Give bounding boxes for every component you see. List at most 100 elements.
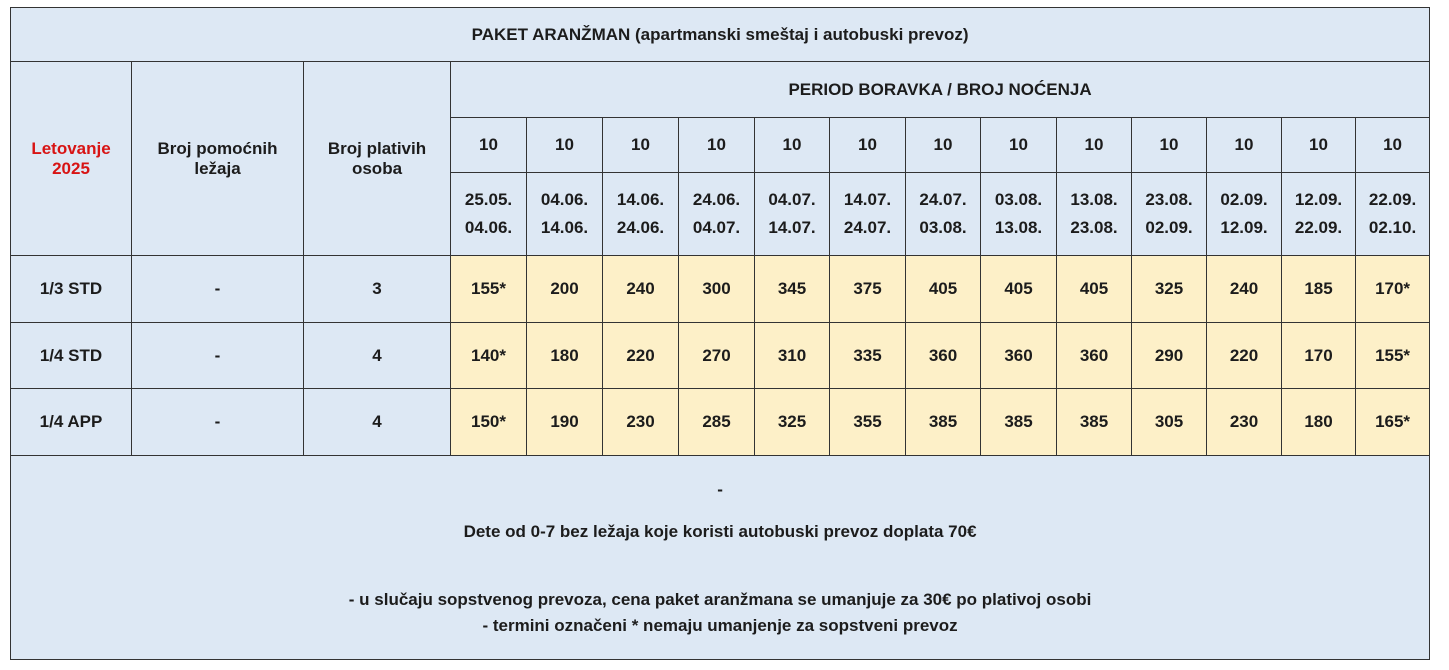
date-from: 12.09. bbox=[1294, 190, 1343, 209]
price-cell: 405 bbox=[905, 255, 981, 323]
price-cell: 385 bbox=[905, 388, 981, 456]
date-range-cell: 23.08. 02.09. bbox=[1131, 172, 1207, 256]
extra-beds-header-line1: Broj pomoćnih bbox=[157, 138, 278, 158]
own-transport-note: - u slučaju sopstvenog prevoza, cena pak… bbox=[348, 589, 1092, 609]
date-from: 14.06. bbox=[616, 190, 665, 209]
date-from: 03.08. bbox=[994, 190, 1043, 209]
date-range-cell: 13.08. 23.08. bbox=[1056, 172, 1132, 256]
price-cell: 405 bbox=[1056, 255, 1132, 323]
price-cell: 165* bbox=[1354, 388, 1431, 456]
price-cell: 185 bbox=[1281, 255, 1356, 323]
table-row: 1/4 APP - 4 150* 190 230 285 325 355 385… bbox=[10, 388, 1431, 456]
nights-cell: 10 bbox=[1281, 117, 1356, 173]
price-cell: 270 bbox=[678, 322, 755, 389]
nights-cell: 10 bbox=[1206, 117, 1282, 173]
price-cell: 335 bbox=[829, 322, 906, 389]
date-to: 24.07. bbox=[843, 218, 892, 237]
price-cell: 345 bbox=[754, 255, 830, 323]
price-cell: 405 bbox=[980, 255, 1057, 323]
date-to: 23.08. bbox=[1070, 218, 1118, 237]
price-cell: 140* bbox=[450, 322, 527, 389]
footer-notes: - Dete od 0-7 bez ležaja koje koristi au… bbox=[9, 455, 1431, 660]
nights-cell: 10 bbox=[1354, 117, 1431, 173]
date-range-cell: 25.05. 04.06. bbox=[450, 172, 527, 256]
date-range-cell: 02.09. 12.09. bbox=[1206, 172, 1282, 256]
price-cell: 170* bbox=[1354, 255, 1431, 323]
extra-beds-cell: - bbox=[131, 255, 304, 323]
price-cell: 355 bbox=[829, 388, 906, 456]
extra-beds-header-line2: ležaja bbox=[194, 158, 241, 178]
price-cell: 360 bbox=[905, 322, 981, 389]
date-from: 13.08. bbox=[1070, 190, 1118, 209]
date-from: 24.07. bbox=[919, 190, 967, 209]
extra-beds-cell: - bbox=[131, 388, 304, 456]
paying-persons-cell: 4 bbox=[303, 322, 451, 389]
date-to: 03.08. bbox=[919, 218, 967, 237]
nights-cell: 10 bbox=[754, 117, 830, 173]
price-cell: 285 bbox=[678, 388, 755, 456]
date-from: 25.05. bbox=[464, 190, 513, 209]
date-range-cell: 04.06. 14.06. bbox=[526, 172, 603, 256]
nights-cell: 10 bbox=[602, 117, 679, 173]
date-to: 02.09. bbox=[1145, 218, 1193, 237]
asterisk-note: - termini označeni * nemaju umanjenje za… bbox=[482, 615, 958, 635]
price-cell: 385 bbox=[980, 388, 1057, 456]
date-to: 14.06. bbox=[540, 218, 589, 237]
date-to: 24.06. bbox=[616, 218, 665, 237]
date-from: 22.09. bbox=[1368, 190, 1417, 209]
paying-persons-cell: 3 bbox=[303, 255, 451, 323]
date-to: 22.09. bbox=[1294, 218, 1343, 237]
price-cell: 180 bbox=[1281, 388, 1356, 456]
table-title: PAKET ARANŽMAN (apartmanski smeštaj i au… bbox=[9, 7, 1431, 62]
price-cell: 360 bbox=[1056, 322, 1132, 389]
period-header: PERIOD BORAVKA / BROJ NOĆENJA bbox=[449, 61, 1431, 118]
date-range-cell: 24.06. 04.07. bbox=[678, 172, 755, 256]
price-cell: 190 bbox=[526, 388, 603, 456]
date-range-cell: 12.09. 22.09. bbox=[1281, 172, 1356, 256]
price-cell: 310 bbox=[754, 322, 830, 389]
extra-beds-header: Broj pomoćnih ležaja bbox=[131, 61, 304, 256]
date-from: 14.07. bbox=[843, 190, 892, 209]
paying-header-line1: Broj plativih bbox=[327, 138, 427, 158]
date-from: 04.06. bbox=[540, 190, 589, 209]
nights-cell: 10 bbox=[905, 117, 981, 173]
date-to: 13.08. bbox=[994, 218, 1043, 237]
room-type-cell: 1/4 STD bbox=[10, 322, 132, 389]
date-to: 04.07. bbox=[692, 218, 741, 237]
date-to: 04.06. bbox=[464, 218, 513, 237]
nights-cell: 10 bbox=[526, 117, 603, 173]
date-from: 04.07. bbox=[768, 190, 816, 209]
price-cell: 300 bbox=[678, 255, 755, 323]
price-cell: 220 bbox=[602, 322, 679, 389]
season-year: 2025 bbox=[52, 158, 90, 178]
price-cell: 305 bbox=[1131, 388, 1207, 456]
price-table: PAKET ARANŽMAN (apartmanski smeštaj i au… bbox=[9, 7, 1431, 660]
extra-beds-cell: - bbox=[131, 322, 304, 389]
dates-row: 25.05. 04.06. 04.06. 14.06. 14.06. 24.06. 2… bbox=[11, 172, 1431, 256]
date-from: 23.08. bbox=[1145, 190, 1193, 209]
date-range-cell: 14.06. 24.06. bbox=[602, 172, 679, 256]
table-row: 1/4 STD - 4 140* 180 220 270 310 335 360… bbox=[10, 322, 1431, 389]
paying-header-line2: osoba bbox=[351, 158, 403, 178]
nights-cell: 10 bbox=[829, 117, 906, 173]
nights-cell: 10 bbox=[678, 117, 755, 173]
nights-cell: 10 bbox=[1056, 117, 1132, 173]
season-label: Letovanje bbox=[31, 138, 111, 158]
date-to: 12.09. bbox=[1220, 218, 1268, 237]
price-cell: 230 bbox=[602, 388, 679, 456]
paying-persons-cell: 4 bbox=[303, 388, 451, 456]
price-cell: 375 bbox=[829, 255, 906, 323]
price-cell: 240 bbox=[1206, 255, 1282, 323]
season-header: Letovanje 2025 bbox=[10, 61, 132, 256]
date-from: 02.09. bbox=[1220, 190, 1268, 209]
price-cell: 170 bbox=[1281, 322, 1356, 389]
nights-cell: 10 bbox=[450, 117, 527, 173]
price-cell: 325 bbox=[754, 388, 830, 456]
room-type-cell: 1/4 APP bbox=[10, 388, 132, 456]
price-cell: 200 bbox=[526, 255, 603, 323]
price-cell: 180 bbox=[526, 322, 603, 389]
price-cell: 325 bbox=[1131, 255, 1207, 323]
footer-dash: - bbox=[717, 479, 723, 499]
date-range-cell: 04.07. 14.07. bbox=[754, 172, 830, 256]
price-cell: 385 bbox=[1056, 388, 1132, 456]
